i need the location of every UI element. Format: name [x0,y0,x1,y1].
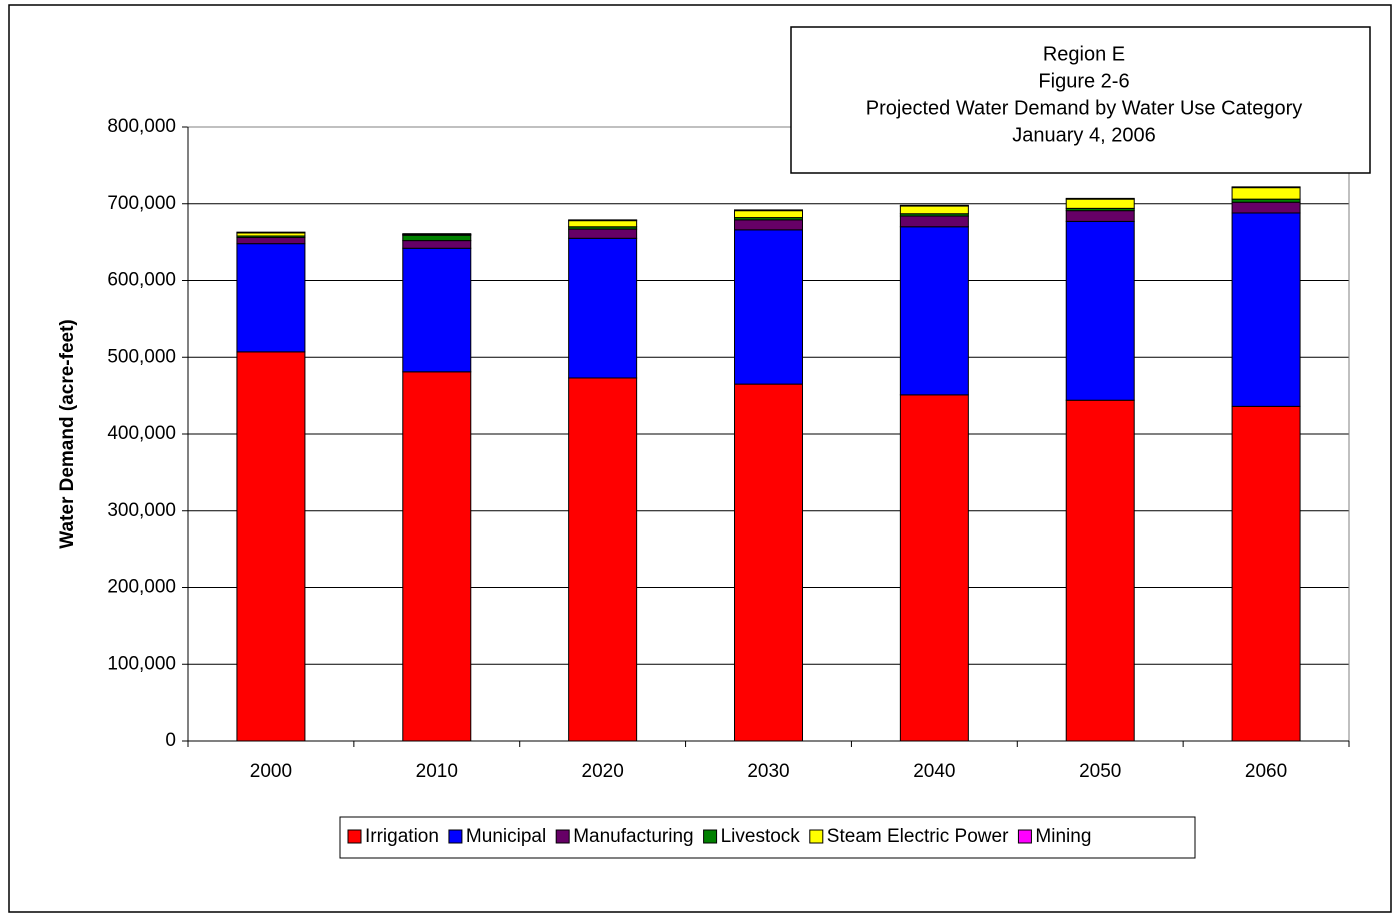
bar-segment [236,231,306,234]
bar-segment [899,205,969,215]
y-tick-label: 700,000 [107,193,176,214]
x-tick-label: 2020 [582,761,624,782]
title-line: Figure 2-6 [1038,70,1129,92]
bar-segment [568,237,638,379]
y-tick-label: 600,000 [107,270,176,291]
bar-segment [1065,220,1135,401]
bar-segment [402,234,472,242]
bar-segment [1231,201,1301,214]
title-line: Region E [1043,43,1125,65]
x-tick-label: 2010 [416,761,458,782]
bar-segment [1065,198,1135,209]
bar-segment [899,394,969,742]
bar-segment [899,226,969,396]
bar-segment [568,219,638,222]
bar-segment [568,220,638,228]
bar-segment [733,210,804,219]
legend-swatch [347,829,362,844]
bar-segment [1065,399,1135,742]
y-tick-label: 0 [165,730,176,751]
bar-segment [236,243,306,353]
y-tick-label: 500,000 [107,346,176,367]
x-tick-label: 2040 [913,761,955,782]
legend-label: Irrigation [365,826,439,847]
bar-segment [402,240,472,249]
bar-segment [236,351,306,742]
bar-segment [568,377,638,742]
bar-segment [1065,197,1135,200]
legend-swatch [809,829,824,844]
y-tick-label: 800,000 [107,116,176,137]
bar-segment [402,247,472,373]
legend-swatch [1017,829,1032,844]
legend-label: Mining [1035,826,1091,847]
bar-segment [402,371,472,742]
legend-label: Manufacturing [573,826,693,847]
x-tick-label: 2060 [1245,761,1287,782]
x-tick-label: 2000 [250,761,292,782]
y-tick-label: 200,000 [107,577,176,598]
y-tick-label: 100,000 [107,653,176,674]
bar-segment [733,229,804,385]
x-tick-label: 2050 [1079,761,1121,782]
y-tick-label: 400,000 [107,423,176,444]
bar-segment [733,209,804,212]
bar-segment [1231,187,1301,200]
y-axis-label: Water Demand (acre-feet) [57,319,78,548]
legend-label: Steam Electric Power [827,826,1009,847]
bar-segment [1231,212,1301,407]
legend-swatch [703,829,718,844]
bar-segment [236,237,306,245]
bar-segment [568,228,638,239]
title-box [790,26,1371,174]
title-line: Projected Water Demand by Water Use Cate… [866,97,1302,119]
legend-swatch [555,829,570,844]
legend-label: Livestock [721,826,801,847]
title-line: January 4, 2006 [1012,124,1155,146]
legend-swatch [448,829,463,844]
bar-segment [899,215,969,228]
bar-segment [1065,210,1135,222]
x-tick-label: 2030 [747,761,789,782]
bar-segment [1231,186,1301,189]
bar-segment [402,233,472,235]
bar-segment [733,383,804,742]
bar-segment [733,219,804,231]
y-tick-label: 300,000 [107,500,176,521]
legend-box [339,816,1196,859]
bar-segment [899,204,969,207]
legend-label: Municipal [466,826,546,847]
bar-segment [1231,405,1301,742]
